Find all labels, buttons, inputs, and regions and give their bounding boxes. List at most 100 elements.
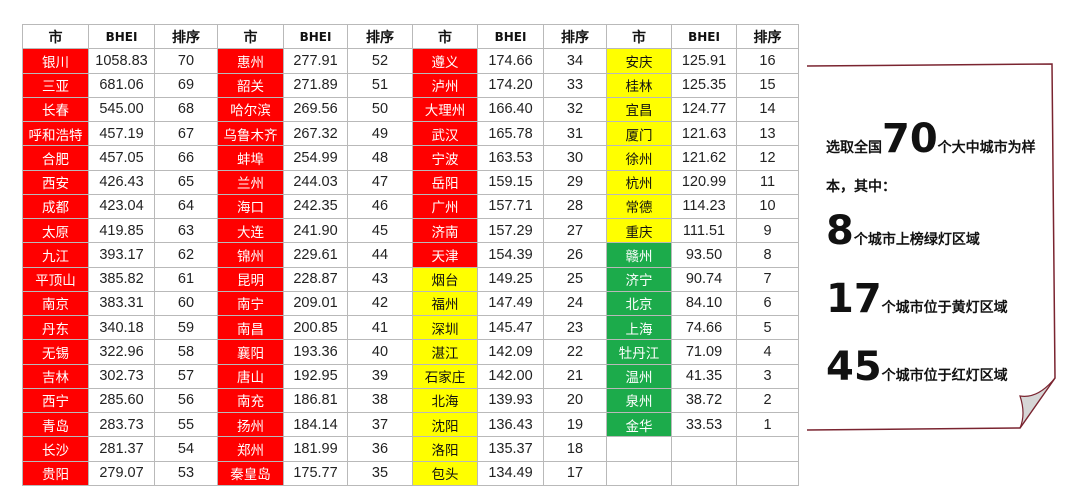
rank-cell: 16 <box>736 48 799 74</box>
city-cell: 宁波 <box>412 145 478 171</box>
bhei-cell: 90.74 <box>671 266 737 292</box>
city-cell: 大理州 <box>412 96 478 123</box>
rank-cell: 69 <box>154 72 218 98</box>
green-count: 8 <box>826 208 854 254</box>
city-cell: 平顶山 <box>22 266 89 292</box>
bhei-cell: 271.89 <box>283 72 348 98</box>
bhei-cell: 229.61 <box>283 242 348 268</box>
bhei-cell: 41.35 <box>671 363 737 389</box>
bhei-cell: 186.81 <box>283 387 348 414</box>
rank-cell: 5 <box>736 314 799 341</box>
rank-cell: 38 <box>347 387 413 414</box>
rank-cell: 20 <box>543 387 607 414</box>
city-cell: 海口 <box>217 193 284 220</box>
bhei-cell: 193.36 <box>283 339 348 365</box>
bhei-cell: 159.15 <box>477 169 544 195</box>
rank-cell: 24 <box>543 290 607 317</box>
bhei-cell: 423.04 <box>88 193 155 220</box>
bhei-cell: 426.43 <box>88 169 155 195</box>
bhei-cell: 149.25 <box>477 266 544 292</box>
rank-cell: 32 <box>543 96 607 123</box>
bhei-cell: 200.85 <box>283 314 348 341</box>
red-count: 45 <box>826 344 882 390</box>
header-rank: 排序 <box>543 23 607 50</box>
empty-cell <box>736 460 799 486</box>
bhei-cell: 121.63 <box>671 120 737 147</box>
bhei-cell: 163.53 <box>477 145 544 171</box>
empty-cell <box>606 436 672 462</box>
header-rank: 排序 <box>154 23 218 50</box>
city-cell: 北京 <box>606 290 672 317</box>
rank-cell: 11 <box>736 169 799 195</box>
rank-cell: 61 <box>154 266 218 292</box>
city-cell: 上海 <box>606 314 672 341</box>
city-cell: 济南 <box>412 217 478 244</box>
empty-cell <box>736 436 799 462</box>
table-row: 银川 1058.83 70 惠州 277.91 52 遵义 174.66 34 安庆 125.91 1… <box>22 48 799 74</box>
bhei-cell: 165.78 <box>477 120 544 147</box>
rank-cell: 25 <box>543 266 607 292</box>
rank-cell: 49 <box>347 120 413 147</box>
bhei-cell: 166.40 <box>477 96 544 123</box>
curled-paper-shape <box>806 63 1056 431</box>
table-header-row: 市 BHEI 排序市 BHEI 排序市 BHEI 排序市 BHEI 排序 <box>22 23 799 50</box>
rank-cell: 2 <box>736 387 799 414</box>
city-cell: 岳阳 <box>412 169 478 195</box>
city-cell: 泉州 <box>606 387 672 414</box>
city-cell: 福州 <box>412 290 478 317</box>
city-cell: 金华 <box>606 411 672 438</box>
city-cell: 惠州 <box>217 48 284 74</box>
rank-cell: 48 <box>347 145 413 171</box>
city-cell: 牡丹江 <box>606 339 672 365</box>
rank-cell: 28 <box>543 193 607 220</box>
bhei-cell: 545.00 <box>88 96 155 123</box>
rank-cell: 47 <box>347 169 413 195</box>
bhei-cell: 322.96 <box>88 339 155 365</box>
city-cell: 湛江 <box>412 339 478 365</box>
rank-cell: 57 <box>154 363 218 389</box>
table-row: 青岛 283.73 55 扬州 184.14 37 沈阳 136.43 19 金华 33.53 1 <box>22 411 799 438</box>
city-cell: 唐山 <box>217 363 284 389</box>
bhei-cell: 147.49 <box>477 290 544 317</box>
bhei-cell: 283.73 <box>88 411 155 438</box>
city-cell: 深圳 <box>412 314 478 341</box>
city-cell: 广州 <box>412 193 478 220</box>
city-cell: 三亚 <box>22 72 89 98</box>
bhei-cell: 228.87 <box>283 266 348 292</box>
bhei-cell: 254.99 <box>283 145 348 171</box>
rank-cell: 27 <box>543 217 607 244</box>
bhei-cell: 242.35 <box>283 193 348 220</box>
city-cell: 温州 <box>606 363 672 389</box>
city-cell: 遵义 <box>412 48 478 74</box>
city-cell: 石家庄 <box>412 363 478 389</box>
bhei-cell: 125.35 <box>671 72 737 98</box>
city-cell: 呼和浩特 <box>22 120 89 147</box>
bhei-cell: 209.01 <box>283 290 348 317</box>
rank-cell: 30 <box>543 145 607 171</box>
city-cell: 武汉 <box>412 120 478 147</box>
bhei-cell: 139.93 <box>477 387 544 414</box>
rank-cell: 60 <box>154 290 218 317</box>
table-row: 平顶山 385.82 61 昆明 228.87 43 烟台 149.25 25 济宁 90.74 7 <box>22 266 799 292</box>
rank-cell: 66 <box>154 145 218 171</box>
header-city: 市 <box>412 23 478 50</box>
city-cell: 兰州 <box>217 169 284 195</box>
city-cell: 昆明 <box>217 266 284 292</box>
rank-cell: 29 <box>543 169 607 195</box>
red-zone-summary: 45个城市位于红灯区域 <box>826 344 1008 390</box>
rank-cell: 7 <box>736 266 799 292</box>
rank-cell: 9 <box>736 217 799 244</box>
rank-cell: 10 <box>736 193 799 220</box>
sample-description: 选取全国70个大中城市为样 <box>826 116 1036 162</box>
bhei-cell: 383.31 <box>88 290 155 317</box>
city-cell: 锦州 <box>217 242 284 268</box>
rank-cell: 36 <box>347 436 413 462</box>
header-city: 市 <box>606 23 672 50</box>
city-cell: 秦皇岛 <box>217 460 284 486</box>
table-row: 太原 419.85 63 大连 241.90 45 济南 157.29 27 重庆 111.51 9 <box>22 217 799 244</box>
city-cell: 杭州 <box>606 169 672 195</box>
rank-cell: 51 <box>347 72 413 98</box>
bhei-cell: 281.37 <box>88 436 155 462</box>
table-row: 西宁 285.60 56 南充 186.81 38 北海 139.93 20 泉州 38.72 2 <box>22 387 799 414</box>
city-cell: 济宁 <box>606 266 672 292</box>
